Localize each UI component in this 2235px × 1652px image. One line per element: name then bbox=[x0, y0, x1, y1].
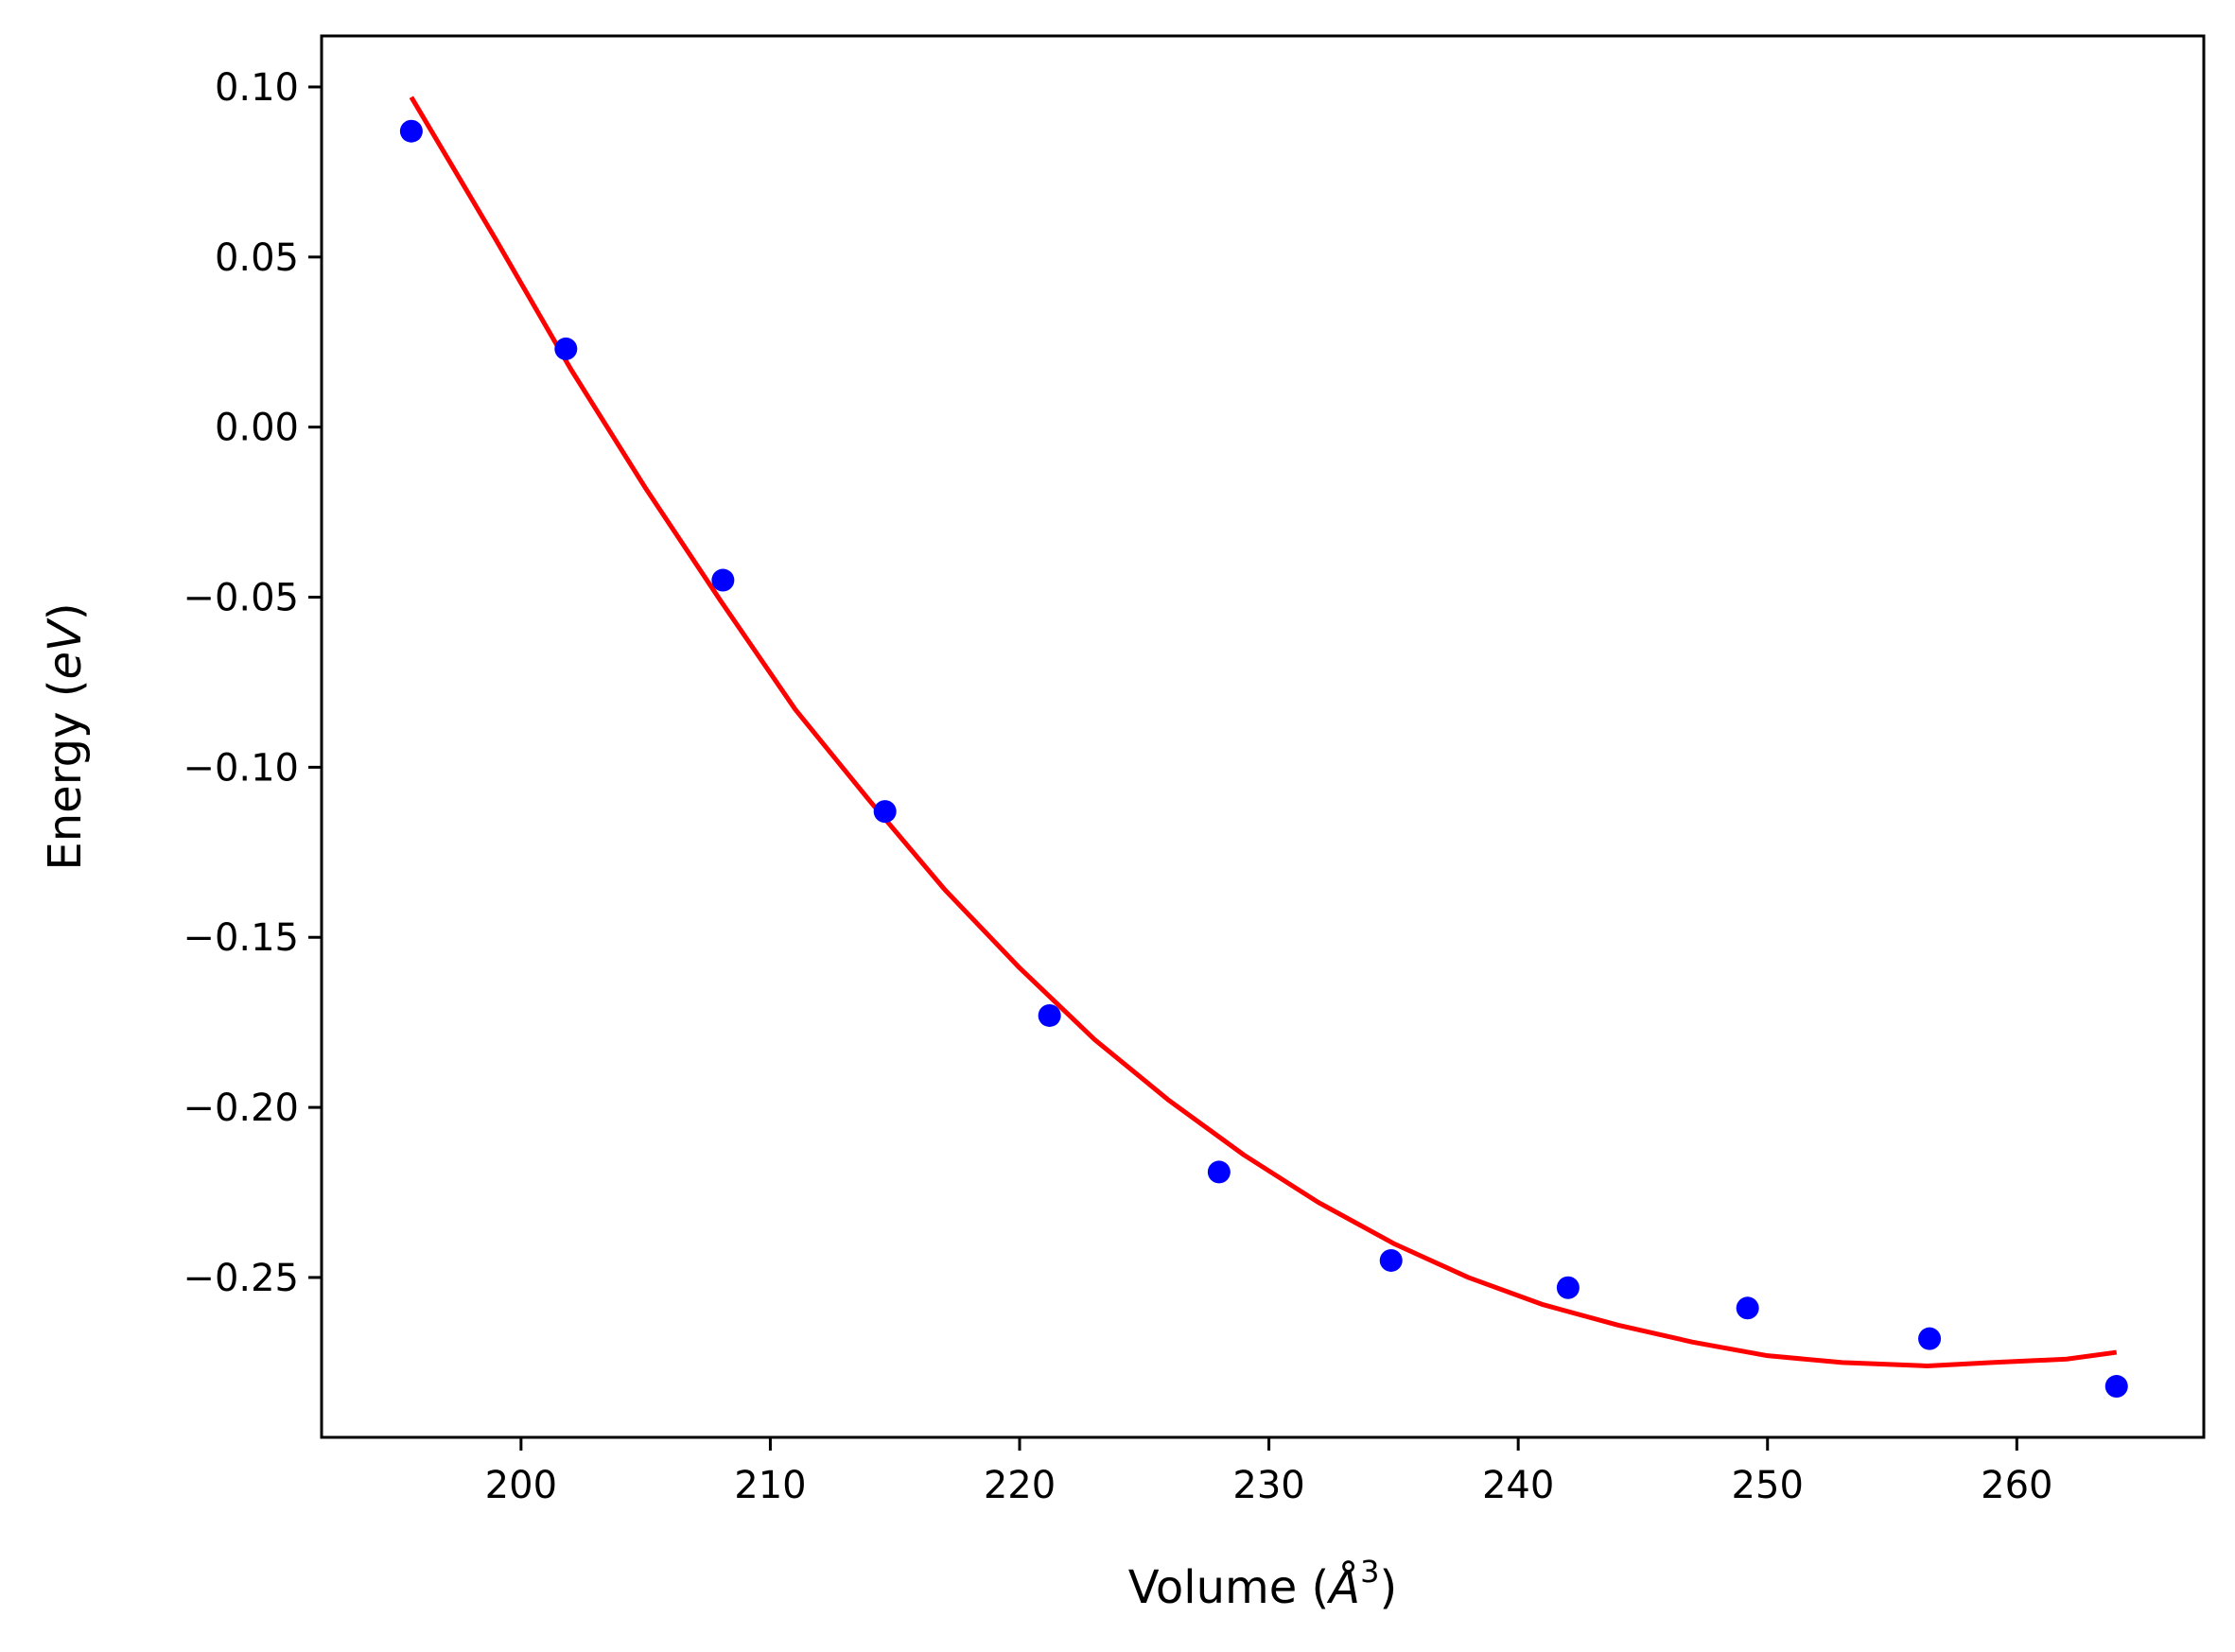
fit-curve-line bbox=[409, 96, 2118, 1368]
y-tick-label: 0.10 bbox=[215, 66, 299, 110]
x-tick-label: 200 bbox=[485, 1464, 557, 1507]
x-tick-label: 230 bbox=[1232, 1464, 1304, 1507]
x-tick-label: 210 bbox=[734, 1464, 806, 1507]
data-point bbox=[1038, 1003, 1061, 1027]
x-tick-label: 250 bbox=[1732, 1464, 1804, 1507]
y-tick-label: −0.15 bbox=[183, 916, 299, 960]
data-point bbox=[1556, 1276, 1580, 1299]
data-point bbox=[399, 119, 423, 143]
data-point bbox=[554, 337, 578, 360]
y-tick-label: −0.20 bbox=[183, 1087, 299, 1130]
y-tick-label: −0.25 bbox=[183, 1257, 299, 1300]
plot-area bbox=[399, 96, 2128, 1399]
data-point bbox=[1207, 1160, 1231, 1184]
y-axis-ticks: 0.10 0.05 0.00 −0.05 −0.10 −0.15 −0.20 −0.25 bbox=[183, 66, 322, 1300]
x-tick-label: 220 bbox=[984, 1464, 1056, 1507]
x-tick-label: 240 bbox=[1482, 1464, 1554, 1507]
data-point bbox=[711, 568, 735, 592]
data-point bbox=[873, 800, 897, 824]
data-point bbox=[1379, 1248, 1403, 1272]
y-tick-label: −0.10 bbox=[183, 746, 299, 790]
plot-frame bbox=[320, 34, 2206, 1439]
x-axis-label: Volume (Å3) bbox=[1128, 1554, 1397, 1614]
x-tick-label: 260 bbox=[1981, 1464, 2052, 1507]
y-tick-label: 0.00 bbox=[215, 407, 299, 450]
data-point bbox=[1736, 1296, 1759, 1320]
data-point bbox=[2104, 1375, 2128, 1399]
y-tick-label: −0.05 bbox=[183, 577, 299, 620]
y-axis-label: Energy (eV) bbox=[39, 602, 92, 870]
y-tick-label: 0.05 bbox=[215, 236, 299, 280]
data-point bbox=[1918, 1327, 1942, 1350]
x-axis-ticks: 200 210 220 230 240 250 260 bbox=[485, 1437, 2052, 1507]
